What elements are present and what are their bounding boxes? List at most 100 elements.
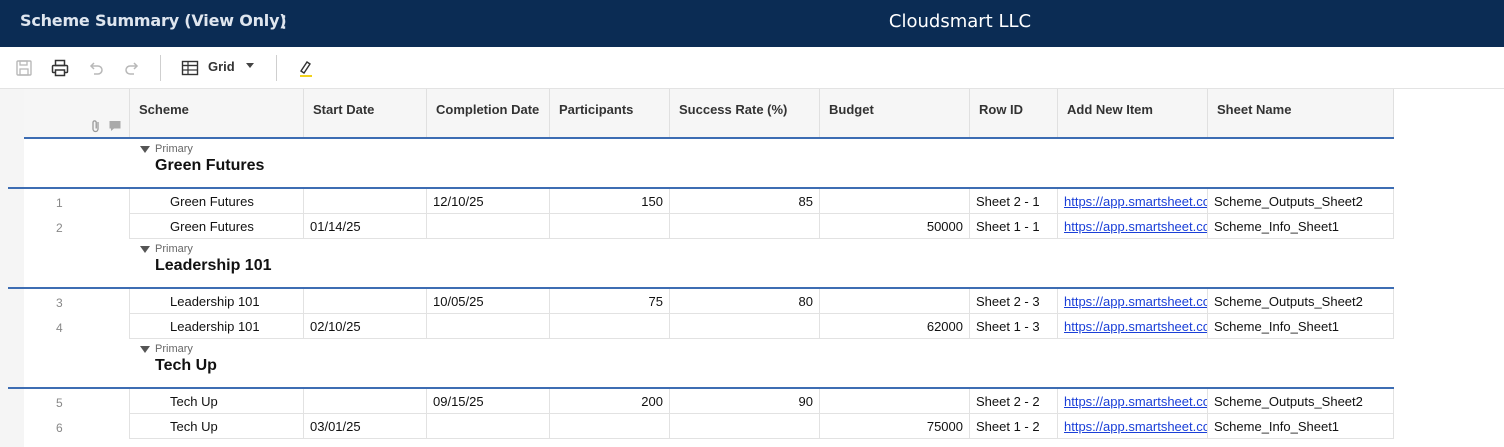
column-header-sheet-name[interactable]: Sheet Name (1208, 89, 1394, 137)
collapse-caret-icon[interactable] (140, 346, 150, 353)
cell-sheet-name[interactable]: Scheme_Info_Sheet1 (1208, 314, 1394, 338)
item-link[interactable]: https://app.smartsheet.com (1064, 219, 1208, 234)
undo-icon[interactable] (85, 57, 107, 79)
cell-participants[interactable]: 150 (550, 189, 670, 213)
cell-budget[interactable]: 50000 (820, 214, 970, 238)
cell-participants[interactable]: 200 (550, 389, 670, 413)
cell-sheet-name[interactable]: Scheme_Outputs_Sheet2 (1208, 289, 1394, 313)
cell-success-rate[interactable] (670, 414, 820, 438)
cell-start-date[interactable] (304, 389, 427, 413)
cell-success-rate[interactable]: 85 (670, 189, 820, 213)
cell-link[interactable]: https://app.smartsheet.com (1058, 214, 1208, 238)
sheet-menu-icon[interactable]: ⋮ (276, 14, 292, 31)
cell-participants[interactable] (550, 214, 670, 238)
cell-scheme[interactable]: Tech Up (130, 389, 304, 413)
cell-budget[interactable]: 62000 (820, 314, 970, 338)
group-header[interactable]: Primary Green Futures (24, 139, 1504, 189)
table-row[interactable]: 2 Green Futures 01/14/25 50000 Sheet 1 -… (24, 214, 1394, 239)
cell-link[interactable]: https://app.smartsheet.com (1058, 289, 1208, 313)
column-header-success-rate[interactable]: Success Rate (%) (670, 89, 820, 137)
cell-sheet-name[interactable]: Scheme_Outputs_Sheet2 (1208, 389, 1394, 413)
chevron-down-icon[interactable] (246, 63, 254, 68)
cell-participants[interactable] (550, 414, 670, 438)
cell-link[interactable]: https://app.smartsheet.com (1058, 389, 1208, 413)
cell-completion-date[interactable]: 12/10/25 (427, 189, 550, 213)
cell-start-date[interactable]: 01/14/25 (304, 214, 427, 238)
cell-row-id[interactable]: Sheet 1 - 3 (970, 314, 1058, 338)
cell-success-rate[interactable]: 80 (670, 289, 820, 313)
toolbar-divider (276, 55, 277, 81)
cell-row-id[interactable]: Sheet 1 - 2 (970, 414, 1058, 438)
company-name: Cloudsmart LLC (888, 11, 1032, 32)
cell-success-rate[interactable]: 90 (670, 389, 820, 413)
column-header-row: Scheme Start Date Completion Date Partic… (24, 89, 1394, 139)
cell-budget[interactable] (820, 389, 970, 413)
group-header[interactable]: Primary Tech Up (24, 339, 1504, 389)
cell-scheme[interactable]: Green Futures (130, 189, 304, 213)
item-link[interactable]: https://app.smartsheet.com (1064, 194, 1208, 209)
cell-row-id[interactable]: Sheet 2 - 3 (970, 289, 1058, 313)
column-header-participants[interactable]: Participants (550, 89, 670, 137)
column-header-row-id[interactable]: Row ID (970, 89, 1058, 137)
cell-completion-date[interactable]: 09/15/25 (427, 389, 550, 413)
cell-success-rate[interactable] (670, 314, 820, 338)
cell-budget[interactable]: 75000 (820, 414, 970, 438)
column-header-start-date[interactable]: Start Date (304, 89, 427, 137)
cell-completion-date[interactable] (427, 314, 550, 338)
group-level-label: Primary (155, 143, 193, 155)
grid-view-icon[interactable] (179, 57, 201, 79)
highlight-icon[interactable] (294, 57, 316, 79)
cell-link[interactable]: https://app.smartsheet.com (1058, 414, 1208, 438)
column-header-budget[interactable]: Budget (820, 89, 970, 137)
table-row[interactable]: 5 Tech Up 09/15/25 200 90 Sheet 2 - 2 ht… (24, 389, 1394, 414)
item-link[interactable]: https://app.smartsheet.com (1064, 394, 1208, 409)
redo-icon[interactable] (121, 57, 143, 79)
item-link[interactable]: https://app.smartsheet.com (1064, 294, 1208, 309)
cell-budget[interactable] (820, 189, 970, 213)
cell-scheme[interactable]: Leadership 101 (130, 289, 304, 313)
cell-row-id[interactable]: Sheet 1 - 1 (970, 214, 1058, 238)
comment-icon (109, 121, 121, 131)
table-row[interactable]: 3 Leadership 101 10/05/25 75 80 Sheet 2 … (24, 289, 1394, 314)
cell-success-rate[interactable] (670, 214, 820, 238)
save-icon[interactable] (13, 57, 35, 79)
cell-start-date[interactable] (304, 189, 427, 213)
cell-row-id[interactable]: Sheet 2 - 2 (970, 389, 1058, 413)
cell-row-id[interactable]: Sheet 2 - 1 (970, 189, 1058, 213)
collapse-caret-icon[interactable] (140, 146, 150, 153)
toolbar-divider (160, 55, 161, 81)
column-header-add-new-item[interactable]: Add New Item (1058, 89, 1208, 137)
cell-participants[interactable] (550, 314, 670, 338)
table-row[interactable]: 1 Green Futures 12/10/25 150 85 Sheet 2 … (24, 189, 1394, 214)
cell-sheet-name[interactable]: Scheme_Outputs_Sheet2 (1208, 189, 1394, 213)
cell-completion-date[interactable] (427, 214, 550, 238)
table-row[interactable]: 4 Leadership 101 02/10/25 62000 Sheet 1 … (24, 314, 1394, 339)
group-name: Green Futures (155, 157, 265, 174)
view-selector-label[interactable]: Grid (208, 59, 235, 74)
item-link[interactable]: https://app.smartsheet.com (1064, 319, 1208, 334)
column-header-scheme[interactable]: Scheme (130, 89, 304, 137)
group-header[interactable]: Primary Leadership 101 (24, 239, 1504, 289)
cell-sheet-name[interactable]: Scheme_Info_Sheet1 (1208, 414, 1394, 438)
row-header-corner (24, 89, 130, 137)
cell-sheet-name[interactable]: Scheme_Info_Sheet1 (1208, 214, 1394, 238)
cell-start-date[interactable] (304, 289, 427, 313)
cell-link[interactable]: https://app.smartsheet.com (1058, 314, 1208, 338)
cell-start-date[interactable]: 03/01/25 (304, 414, 427, 438)
item-link[interactable]: https://app.smartsheet.com (1064, 419, 1208, 434)
cell-completion-date[interactable] (427, 414, 550, 438)
cell-participants[interactable]: 75 (550, 289, 670, 313)
column-header-completion-date[interactable]: Completion Date (427, 89, 550, 137)
table-row[interactable]: 6 Tech Up 03/01/25 75000 Sheet 1 - 2 htt… (24, 414, 1394, 439)
cell-completion-date[interactable]: 10/05/25 (427, 289, 550, 313)
cell-scheme[interactable]: Leadership 101 (130, 314, 304, 338)
cell-start-date[interactable]: 02/10/25 (304, 314, 427, 338)
group-level-label: Primary (155, 243, 193, 255)
print-icon[interactable] (49, 57, 71, 79)
cell-scheme[interactable]: Tech Up (130, 414, 304, 438)
row-number: 2 (56, 221, 63, 235)
cell-link[interactable]: https://app.smartsheet.com (1058, 189, 1208, 213)
cell-budget[interactable] (820, 289, 970, 313)
cell-scheme[interactable]: Green Futures (130, 214, 304, 238)
collapse-caret-icon[interactable] (140, 246, 150, 253)
